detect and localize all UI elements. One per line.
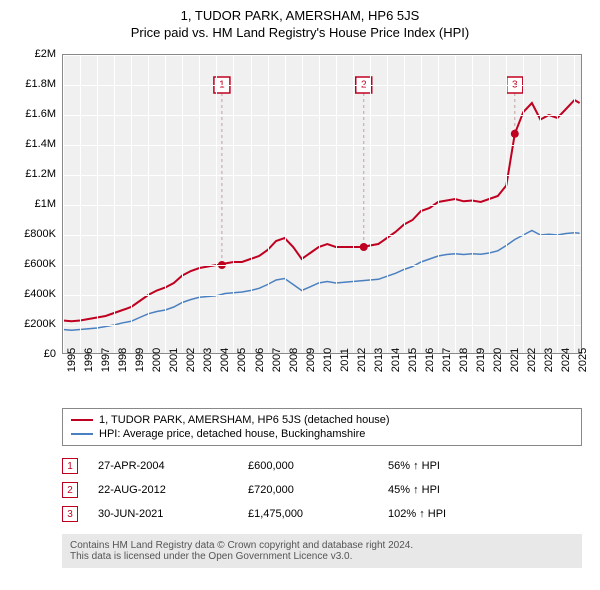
event-date-3: 30-JUN-2021 bbox=[98, 508, 228, 520]
x-tick-label: 1999 bbox=[134, 348, 146, 372]
title-line-1: 1, TUDOR PARK, AMERSHAM, HP6 5JS bbox=[12, 8, 588, 23]
y-tick-label: £200K bbox=[24, 318, 56, 330]
sale-marker-dot bbox=[360, 243, 368, 251]
x-tick-label: 2021 bbox=[509, 348, 521, 372]
x-tick-label: 2016 bbox=[424, 348, 436, 372]
event-pct-3: 102% ↑ HPI bbox=[388, 508, 508, 520]
x-tick-label: 2013 bbox=[373, 348, 385, 372]
event-table: 1 27-APR-2004 £600,000 56% ↑ HPI 2 22-AU… bbox=[62, 454, 582, 526]
x-tick-label: 1995 bbox=[66, 348, 78, 372]
series-property-line bbox=[63, 100, 580, 321]
legend-swatch-hpi bbox=[71, 433, 93, 435]
attribution-box: Contains HM Land Registry data © Crown c… bbox=[62, 534, 582, 568]
title-line-2: Price paid vs. HM Land Registry's House … bbox=[12, 25, 588, 40]
event-date-2: 22-AUG-2012 bbox=[98, 484, 228, 496]
x-tick-label: 2004 bbox=[219, 348, 231, 372]
event-row: 3 30-JUN-2021 £1,475,000 102% ↑ HPI bbox=[62, 502, 582, 526]
x-tick-label: 2007 bbox=[271, 348, 283, 372]
x-tick-label: 1996 bbox=[83, 348, 95, 372]
legend-label-hpi: HPI: Average price, detached house, Buck… bbox=[99, 428, 365, 440]
x-tick-label: 2015 bbox=[407, 348, 419, 372]
x-tick-label: 2001 bbox=[168, 348, 180, 372]
x-tick-label: 1998 bbox=[117, 348, 129, 372]
event-pct-1: 56% ↑ HPI bbox=[388, 460, 508, 472]
event-pct-2: 45% ↑ HPI bbox=[388, 484, 508, 496]
x-tick-label: 2018 bbox=[458, 348, 470, 372]
x-tick-label: 2023 bbox=[543, 348, 555, 372]
x-tick-label: 2014 bbox=[390, 348, 402, 372]
y-tick-label: £1.6M bbox=[25, 108, 56, 120]
x-tick-label: 2019 bbox=[475, 348, 487, 372]
event-row: 2 22-AUG-2012 £720,000 45% ↑ HPI bbox=[62, 478, 582, 502]
event-row: 1 27-APR-2004 £600,000 56% ↑ HPI bbox=[62, 454, 582, 478]
chart-container: 123 £0 £200K £400K £600K £800K £1M £1.2M £1.4M £… bbox=[12, 44, 588, 404]
event-price-3: £1,475,000 bbox=[248, 508, 368, 520]
attribution-line-1: Contains HM Land Registry data © Crown c… bbox=[70, 540, 574, 551]
event-price-2: £720,000 bbox=[248, 484, 368, 496]
x-tick-label: 2008 bbox=[288, 348, 300, 372]
x-tick-label: 2022 bbox=[526, 348, 538, 372]
x-tick-label: 2010 bbox=[322, 348, 334, 372]
x-tick-label: 2024 bbox=[560, 348, 572, 372]
y-tick-label: £2M bbox=[35, 48, 56, 60]
legend-label-property: 1, TUDOR PARK, AMERSHAM, HP6 5JS (detach… bbox=[99, 414, 390, 426]
x-tick-label: 2000 bbox=[151, 348, 163, 372]
event-marker-3: 3 bbox=[62, 506, 78, 522]
legend-row-hpi: HPI: Average price, detached house, Buck… bbox=[71, 427, 573, 441]
x-tick-label: 2025 bbox=[577, 348, 589, 372]
x-tick-label: 2002 bbox=[185, 348, 197, 372]
legend-swatch-property bbox=[71, 419, 93, 421]
x-tick-label: 2011 bbox=[339, 348, 351, 372]
attribution-line-2: This data is licensed under the Open Gov… bbox=[70, 551, 574, 562]
event-marker-2: 2 bbox=[62, 482, 78, 498]
event-marker-1: 1 bbox=[62, 458, 78, 474]
event-price-1: £600,000 bbox=[248, 460, 368, 472]
x-tick-label: 2020 bbox=[492, 348, 504, 372]
y-tick-label: £400K bbox=[24, 288, 56, 300]
y-tick-label: £1.2M bbox=[25, 168, 56, 180]
x-tick-label: 2006 bbox=[254, 348, 266, 372]
y-tick-label: £0 bbox=[44, 348, 56, 360]
legend-row-property: 1, TUDOR PARK, AMERSHAM, HP6 5JS (detach… bbox=[71, 413, 573, 427]
x-tick-label: 1997 bbox=[100, 348, 112, 372]
y-tick-label: £1.4M bbox=[25, 138, 56, 150]
y-tick-label: £1M bbox=[35, 198, 56, 210]
x-tick-label: 2012 bbox=[356, 348, 368, 372]
plot-area: 123 bbox=[62, 54, 582, 354]
y-tick-label: £1.8M bbox=[25, 78, 56, 90]
y-tick-label: £600K bbox=[24, 258, 56, 270]
event-date-1: 27-APR-2004 bbox=[98, 460, 228, 472]
chart-title-block: 1, TUDOR PARK, AMERSHAM, HP6 5JS Price p… bbox=[12, 8, 588, 40]
chart-svg: 123 bbox=[63, 55, 581, 353]
x-tick-label: 2003 bbox=[202, 348, 214, 372]
legend-box: 1, TUDOR PARK, AMERSHAM, HP6 5JS (detach… bbox=[62, 408, 582, 446]
x-tick-label: 2017 bbox=[441, 348, 453, 372]
y-tick-label: £800K bbox=[24, 228, 56, 240]
sale-marker-dot bbox=[511, 130, 519, 138]
x-tick-label: 2009 bbox=[305, 348, 317, 372]
x-tick-label: 2005 bbox=[236, 348, 248, 372]
